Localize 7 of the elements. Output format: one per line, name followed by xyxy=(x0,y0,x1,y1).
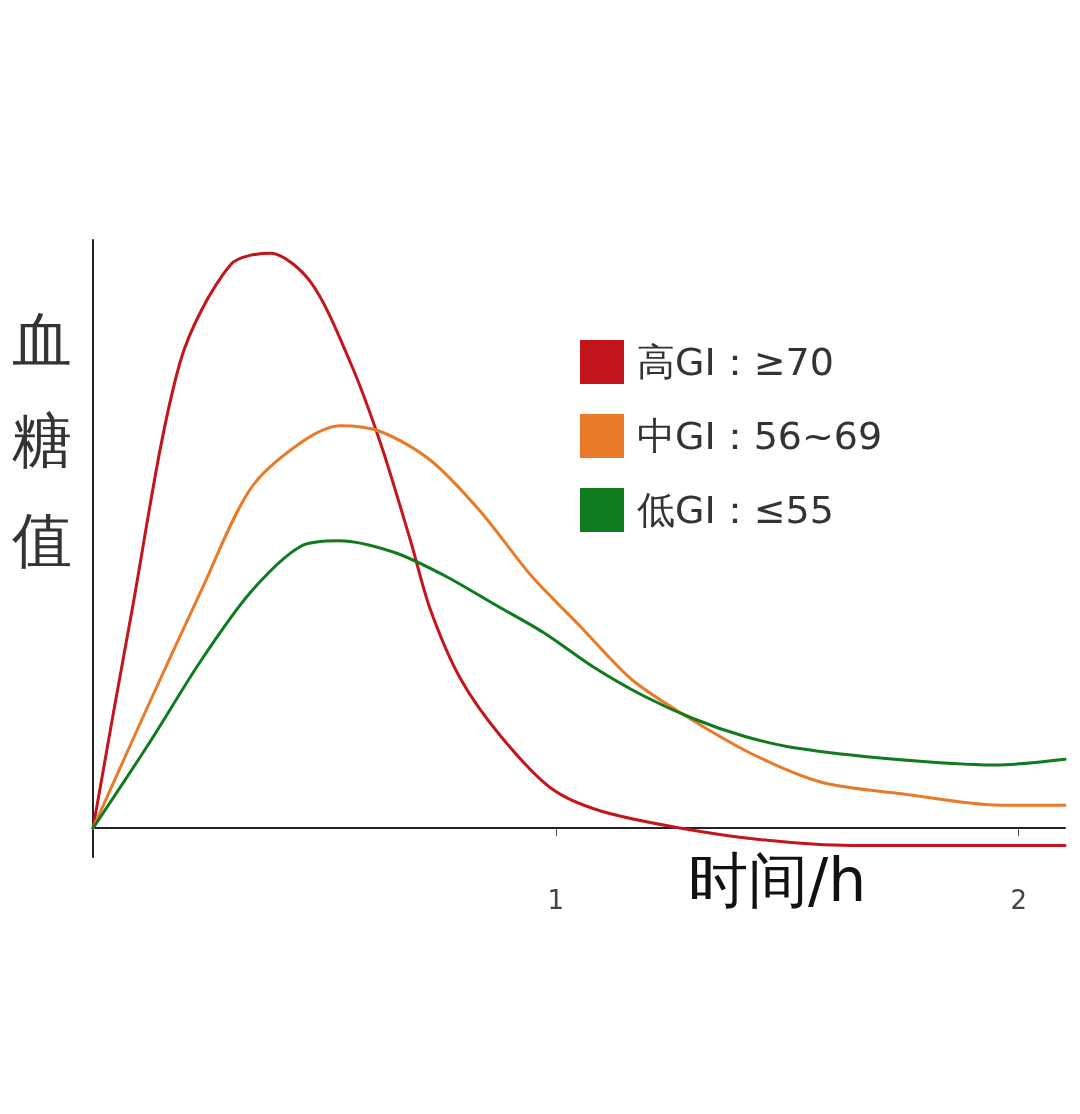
legend-label: 高GI：≥70 xyxy=(637,340,834,384)
legend-label: 低GI：≤55 xyxy=(637,488,834,532)
x-axis-title: 时间/h xyxy=(688,845,867,915)
legend-label: 中GI：56~69 xyxy=(637,414,883,458)
x-tick-label: 2 xyxy=(1010,885,1027,915)
x-tick-label: 1 xyxy=(547,885,565,915)
y-axis-title: 血糖值 xyxy=(12,305,72,575)
